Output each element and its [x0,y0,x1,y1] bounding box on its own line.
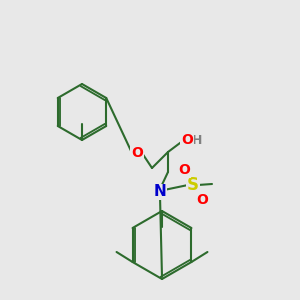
Text: S: S [187,176,199,194]
Text: O: O [181,133,193,147]
Text: N: N [154,184,166,200]
Text: O: O [178,163,190,177]
Text: H: H [192,134,202,146]
Text: O: O [196,193,208,207]
Text: O: O [131,146,143,160]
